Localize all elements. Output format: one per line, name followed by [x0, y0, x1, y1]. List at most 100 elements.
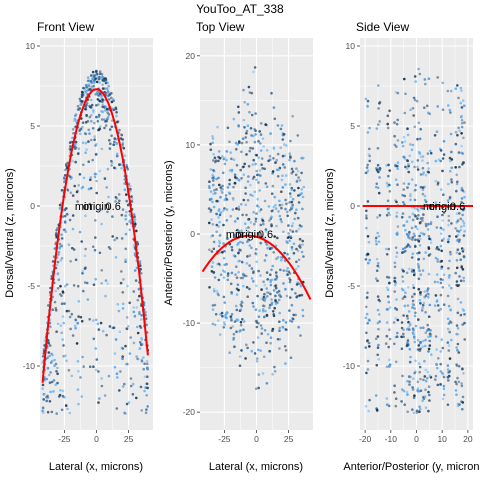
side-view-point	[406, 393, 409, 396]
top-view-point	[274, 271, 278, 274]
side-view-point	[408, 215, 411, 219]
top-view-point	[296, 216, 300, 220]
front-view-point	[71, 128, 75, 131]
side-view-point	[419, 185, 423, 189]
top-view-point	[210, 270, 214, 273]
side-view-point	[439, 278, 443, 281]
top-view-point	[285, 144, 288, 147]
front-view-point	[94, 153, 98, 156]
front-view-point	[108, 147, 112, 150]
top-view-point	[253, 66, 257, 69]
front-view-point	[130, 199, 133, 203]
side-view-point	[412, 284, 415, 287]
side-view-point	[410, 160, 414, 164]
side-view-point	[403, 140, 407, 143]
front-view-point	[91, 245, 95, 248]
top-view-point	[277, 210, 280, 213]
side-view-point	[404, 295, 407, 299]
side-view-point	[402, 328, 405, 332]
side-view-point	[437, 357, 440, 360]
front-view-point	[83, 254, 87, 258]
front-view-point	[56, 272, 60, 275]
side-view-point	[385, 308, 389, 311]
front-view-point	[107, 195, 110, 199]
top-view-point	[211, 141, 214, 145]
top-view-point	[215, 289, 219, 293]
side-view-point	[439, 293, 443, 297]
side-view-point	[439, 370, 443, 373]
top-view-point	[243, 100, 246, 104]
front-view-point	[85, 102, 89, 105]
front-view-point	[106, 167, 110, 171]
side-view-x-tick-label: -20	[359, 434, 372, 444]
top-view-point	[286, 252, 289, 256]
top-view-point	[269, 280, 273, 284]
top-view-point	[288, 280, 292, 284]
side-view-point	[462, 276, 466, 280]
side-view-y-tick-label: -10	[343, 361, 356, 371]
top-view-point	[215, 177, 218, 181]
side-view-point	[414, 184, 418, 187]
side-view-point	[427, 315, 431, 319]
side-view-point	[459, 217, 463, 221]
side-view-point	[456, 311, 460, 315]
side-view-point	[441, 169, 444, 173]
side-view-point	[424, 379, 428, 383]
front-view-point	[65, 207, 68, 210]
side-view-point	[377, 327, 380, 331]
front-view-point	[62, 321, 65, 325]
top-view-point	[274, 203, 277, 207]
front-view-point	[142, 367, 145, 371]
front-view-point	[74, 143, 77, 146]
side-view-point	[460, 382, 463, 385]
side-view-point	[442, 384, 446, 388]
top-view-point	[226, 272, 230, 275]
front-view-point	[79, 103, 82, 106]
top-view-point	[208, 248, 211, 251]
side-view-point	[436, 105, 440, 108]
top-view-point	[278, 311, 282, 315]
top-view-point	[266, 291, 269, 294]
front-view-point	[91, 127, 95, 130]
side-view-point	[446, 294, 450, 298]
side-view-point	[395, 335, 399, 339]
side-view-point	[377, 357, 381, 361]
front-view-point	[93, 172, 97, 176]
front-view-point	[135, 306, 139, 309]
top-view-point	[218, 220, 221, 224]
side-view-point	[368, 345, 371, 348]
side-view-point	[387, 163, 390, 167]
top-view-fit-curve	[201, 234, 312, 300]
side-view-point	[387, 207, 391, 210]
side-view-point	[376, 308, 380, 312]
front-view-annotation: 0.6	[106, 201, 121, 213]
front-view-point	[55, 412, 58, 415]
top-view-point	[279, 127, 283, 131]
side-view-point	[428, 237, 431, 241]
top-view-point	[259, 324, 263, 327]
side-view-point	[406, 243, 410, 246]
top-view-point	[301, 314, 305, 318]
front-view-point	[124, 412, 127, 415]
front-view-point	[101, 105, 104, 109]
side-view-point	[419, 407, 422, 411]
front-view-point	[43, 343, 46, 347]
front-view-point	[106, 94, 109, 98]
side-view-point	[433, 280, 437, 284]
side-view-point	[442, 387, 446, 391]
front-view-point	[95, 69, 98, 73]
side-view-point	[421, 232, 425, 235]
front-view-point	[80, 319, 84, 323]
side-view-point	[449, 321, 453, 324]
side-view-point	[414, 225, 418, 228]
side-view-point	[461, 99, 465, 102]
side-view-point	[441, 372, 445, 376]
front-view-point	[140, 343, 143, 347]
side-view-point	[364, 346, 368, 349]
front-view-point	[59, 324, 63, 327]
front-view-point	[92, 337, 96, 341]
side-view-point	[414, 370, 417, 374]
top-view-point	[265, 313, 269, 317]
top-view-point	[210, 250, 214, 253]
front-view-point	[59, 389, 62, 392]
